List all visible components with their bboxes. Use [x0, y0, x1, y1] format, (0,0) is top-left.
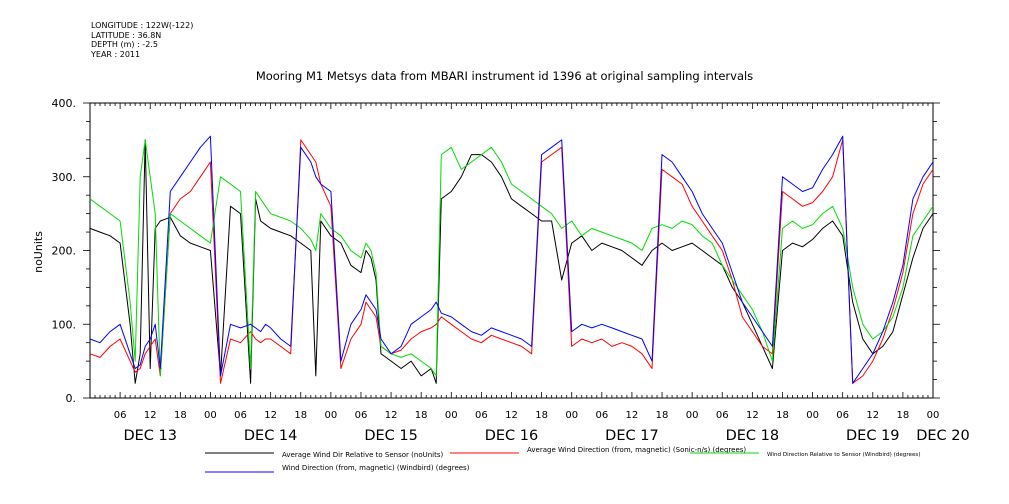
latitude-label: LATITUDE : 36.8N [91, 30, 162, 40]
y-tick-label: 0. [66, 392, 77, 405]
y-tick-label: 400. [52, 97, 77, 110]
series-line-black [89, 139, 934, 384]
x-tick-label: 18 [897, 410, 910, 421]
series-line-red [89, 139, 934, 384]
x-tick-label: 06 [836, 410, 849, 421]
legend-label-black: Average Wind Dir Relative to Sensor (noU… [282, 451, 443, 459]
plot-frame [89, 102, 934, 399]
x-day-label: DEC 20 [916, 428, 970, 444]
x-tick-label: 06 [355, 410, 368, 421]
x-tick-label: 12 [264, 410, 277, 421]
series-line-green [89, 139, 934, 377]
x-day-label: DEC 18 [726, 428, 780, 444]
x-tick-label: 18 [415, 410, 428, 421]
year-label: YEAR : 2011 [91, 49, 141, 59]
x-tick-label: 12 [144, 410, 157, 421]
x-tick-label: 06 [114, 410, 127, 421]
x-tick-label: 00 [927, 410, 940, 421]
x-tick-label: 18 [776, 410, 789, 421]
x-tick-label: 18 [174, 410, 187, 421]
legend-label-blue: Wind Direction (from, magnetic) (Windbir… [282, 464, 470, 472]
x-day-label: DEC 17 [605, 428, 659, 444]
chart-title: Mooring M1 Metsys data from MBARI instru… [255, 69, 754, 83]
y-tick-label: 200. [52, 245, 77, 258]
legend-label-red: Average Wind Direction (from, magnetic) … [527, 446, 746, 454]
x-tick-label: 12 [866, 410, 879, 421]
y-tick-label: 300. [52, 171, 77, 184]
x-tick-label: 18 [656, 410, 669, 421]
x-tick-label: 00 [686, 410, 699, 421]
x-day-label: DEC 14 [244, 428, 298, 444]
x-tick-label: 12 [385, 410, 398, 421]
x-tick-label: 12 [505, 410, 518, 421]
y-axis-label: noUnits [32, 231, 45, 273]
longitude-label: LONGITUDE : 122W(-122) [91, 21, 194, 30]
x-tick-label: 12 [746, 410, 759, 421]
depth-label: DEPTH (m) : -2.5 [91, 40, 158, 50]
x-tick-label: 12 [626, 410, 639, 421]
x-tick-label: 06 [234, 410, 247, 421]
x-day-label: DEC 13 [123, 428, 177, 444]
x-day-label: DEC 19 [846, 428, 900, 444]
x-tick-label: 00 [806, 410, 819, 421]
x-tick-label: 06 [475, 410, 488, 421]
y-tick-label: 100. [52, 318, 77, 331]
x-day-label: DEC 16 [485, 428, 539, 444]
x-day-label: DEC 15 [364, 428, 418, 444]
x-tick-label: 00 [445, 410, 458, 421]
series-line-blue [89, 135, 934, 384]
x-tick-label: 00 [204, 410, 217, 421]
x-tick-label: 18 [294, 410, 307, 421]
legend-label-green: Wind Direction Relative to Sensor (Windb… [767, 452, 921, 458]
x-tick-label: 00 [565, 410, 578, 421]
x-tick-label: 00 [324, 410, 337, 421]
x-tick-label: 18 [535, 410, 548, 421]
x-tick-label: 06 [595, 410, 608, 421]
x-tick-label: 06 [716, 410, 729, 421]
